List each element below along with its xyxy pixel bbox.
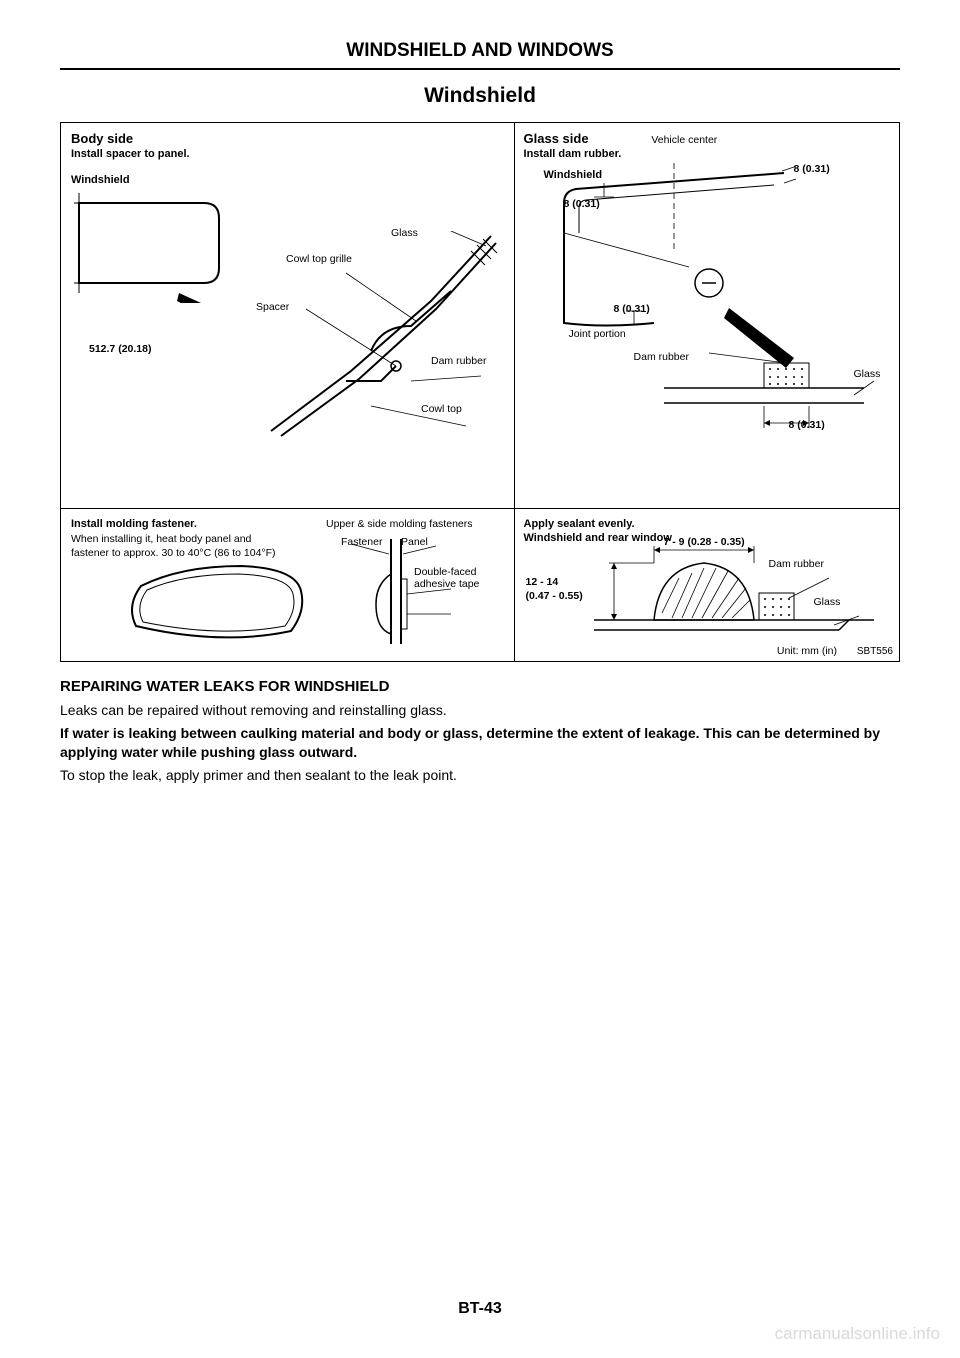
unit-note: Unit: mm (in) [777, 645, 837, 657]
callout-panel: Panel [401, 536, 428, 548]
callout-glass: Glass [854, 368, 881, 380]
dim-d2: 8 (0.31) [564, 198, 600, 210]
figure-quadrant-apply-sealant: Apply sealant evenly. Windshield and rea… [514, 508, 899, 663]
callout-upper-side-fasteners: Upper & side molding fasteners [326, 518, 473, 530]
dim-d1: 8 (0.31) [794, 163, 830, 175]
windshield-thumbnail-sketch [121, 556, 321, 656]
watermark: carmanualsonline.info [775, 1324, 940, 1344]
figure-frame: Body side Install spacer to panel. Winds… [60, 122, 900, 662]
callout-glass: Glass [391, 227, 418, 239]
dim-d4: 8 (0.31) [789, 419, 825, 431]
quad-title: Glass side [524, 131, 622, 146]
callout-cowl-top-grille: Cowl top grille [286, 253, 352, 265]
figure-code: SBT556 [857, 646, 893, 657]
quad-title: Apply sealant evenly. [524, 518, 889, 530]
figure-quadrant-glass-side: Glass side Install dam rubber. Vehicle c… [514, 123, 899, 508]
vehicle-center-label: Vehicle center [651, 134, 717, 146]
callout-adhesive-tape: adhesive tape [414, 578, 479, 590]
callout-dam-rubber: Dam rubber [634, 351, 689, 363]
callout-fastener: Fastener [341, 536, 382, 548]
callout-cowl-top: Cowl top [421, 403, 462, 415]
dim-height2: (0.47 - 0.55) [526, 590, 583, 602]
windshield-outline-sketch [69, 183, 229, 303]
repair-heading: REPAIRING WATER LEAKS FOR WINDSHIELD [60, 678, 900, 695]
fastener-cross-section-sketch [341, 534, 471, 654]
callout-double-faced: Double-faced [414, 566, 476, 578]
callout-dam-rubber: Dam rubber [431, 355, 486, 367]
quad-subtitle: Install spacer to panel. [71, 148, 504, 160]
sealant-cross-section-sketch [584, 538, 884, 643]
repair-p3: To stop the leak, apply primer and then … [60, 766, 900, 785]
figure-quadrant-body-side: Body side Install spacer to panel. Winds… [61, 123, 514, 508]
dim-height1: 12 - 14 [526, 576, 559, 588]
dim-d3: 8 (0.31) [614, 303, 650, 315]
quad-title: Body side [71, 131, 504, 146]
repair-p1: Leaks can be repaired without removing a… [60, 701, 900, 720]
quad-subtitle: Install dam rubber. [524, 148, 622, 160]
callout-dam-rubber: Dam rubber [769, 558, 824, 570]
section-header: WINDSHIELD AND WINDOWS [60, 40, 900, 70]
dim-width: 7 - 9 (0.28 - 0.35) [664, 536, 745, 548]
dim-label: 512.7 (20.18) [89, 343, 151, 355]
callout-spacer: Spacer [256, 301, 289, 313]
callout-glass: Glass [814, 596, 841, 608]
page-number: BT-43 [0, 1300, 960, 1318]
figure-quadrant-molding-fastener: Install molding fastener. When installin… [61, 508, 514, 663]
subsection-title: Windshield [60, 84, 900, 108]
repair-p2: If water is leaking between caulking mat… [60, 724, 900, 762]
callout-joint-portion: Joint portion [569, 328, 626, 340]
